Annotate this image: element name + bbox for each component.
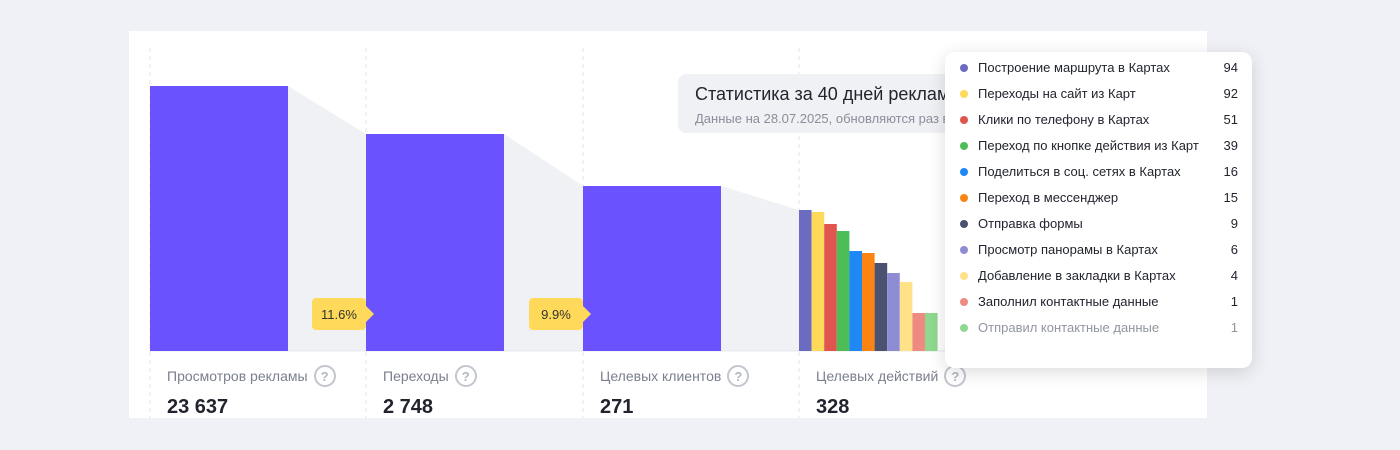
metric-label: Просмотров рекламы xyxy=(167,368,308,384)
action-count: 4 xyxy=(1230,268,1238,283)
legend-dot-icon xyxy=(960,168,968,176)
action-row: Построение маршрута в Картах 94 xyxy=(960,59,1238,76)
action-row: Добавление в закладки в Картах 4 xyxy=(960,267,1238,284)
metric-label: Переходы xyxy=(383,368,449,384)
action-bar xyxy=(912,313,925,351)
funnel-connector xyxy=(721,186,799,351)
metric-value: 328 xyxy=(816,396,850,418)
action-row: Переходы на сайт из Карт 92 xyxy=(960,85,1238,102)
metric-value: 2 748 xyxy=(383,396,434,418)
action-bar xyxy=(925,313,938,351)
action-row: Переход в мессенджер 15 xyxy=(960,189,1238,206)
stats-info-box: Статистика за 40 дней рекламы Данные на … xyxy=(678,74,978,133)
action-label: Отправил контактные данные xyxy=(978,320,1160,335)
action-row: Переход по кнопке действия из Карт 39 xyxy=(960,137,1238,154)
legend-dot-icon xyxy=(960,64,968,72)
help-icon[interactable]: ? xyxy=(454,365,477,387)
legend-dot-icon xyxy=(960,142,968,150)
action-label: Заполнил контактные данные xyxy=(978,294,1159,309)
funnel-connector xyxy=(504,134,583,351)
stats-subtitle: Данные на 28.07.2025, обновляются раз в xyxy=(695,111,950,126)
action-bar xyxy=(899,282,913,351)
action-count: 39 xyxy=(1223,138,1238,153)
metric-value: 23 637 xyxy=(167,396,229,418)
conversion-badge: 11.6% xyxy=(312,298,374,330)
action-count: 92 xyxy=(1223,86,1238,101)
action-row: Поделиться в соц. сетях в Картах 16 xyxy=(960,163,1238,180)
metric-value: 271 xyxy=(600,396,634,418)
action-label: Клики по телефону в Картах xyxy=(978,112,1150,127)
metric-label: Целевых клиентов xyxy=(600,368,722,384)
legend-dot-icon xyxy=(960,298,968,306)
help-icon[interactable]: ? xyxy=(313,365,336,387)
legend-dot-icon xyxy=(960,246,968,254)
actions-popover: Построение маршрута в Картах 94 Переходы н… xyxy=(945,52,1252,368)
action-count: 15 xyxy=(1223,190,1238,205)
conversion-badge: 9.9% xyxy=(529,298,591,330)
action-bar xyxy=(836,231,850,351)
legend-dot-icon xyxy=(960,90,968,98)
action-row: Клики по телефону в Картах 51 xyxy=(960,111,1238,128)
action-bar xyxy=(811,212,825,351)
action-row: Просмотр панорамы в Картах 6 xyxy=(960,241,1238,258)
help-icon[interactable]: ? xyxy=(727,365,750,387)
metric-label: Целевых действий xyxy=(816,368,939,384)
action-bar xyxy=(824,224,837,351)
action-label: Поделиться в соц. сетях в Картах xyxy=(978,164,1181,179)
action-count: 16 xyxy=(1223,164,1238,179)
action-bar xyxy=(799,210,812,351)
action-row: Отправил контактные данные 1 xyxy=(960,319,1238,336)
action-label: Добавление в закладки в Картах xyxy=(978,268,1176,283)
action-count: 9 xyxy=(1230,216,1238,231)
legend-dot-icon xyxy=(960,116,968,124)
help-icon[interactable]: ? xyxy=(944,365,967,387)
metric-views: Просмотров рекламы? 23 637 xyxy=(167,365,367,419)
action-label: Построение маршрута в Картах xyxy=(978,60,1170,75)
action-count: 1 xyxy=(1230,294,1238,309)
action-count: 94 xyxy=(1223,60,1238,75)
action-count: 1 xyxy=(1230,320,1238,335)
funnel-bar xyxy=(150,86,288,351)
funnel-bar xyxy=(366,134,504,351)
legend-dot-icon xyxy=(960,272,968,280)
metric-clicks: Переходы? 2 748 xyxy=(383,365,583,419)
funnel-bar xyxy=(583,186,721,351)
action-label: Переход в мессенджер xyxy=(978,190,1119,205)
action-count: 6 xyxy=(1230,242,1238,257)
action-bar xyxy=(887,273,900,351)
action-row: Отправка формы 9 xyxy=(960,215,1238,232)
action-bar xyxy=(849,251,862,351)
metric-target-clients: Целевых клиентов? 271 xyxy=(600,365,800,419)
legend-dot-icon xyxy=(960,194,968,202)
action-row: Заполнил контактные данные 1 xyxy=(960,293,1238,310)
action-label: Отправка формы xyxy=(978,216,1083,231)
action-bar xyxy=(874,263,888,351)
funnel-connector xyxy=(288,86,366,351)
action-bar xyxy=(862,253,875,351)
action-label: Переходы на сайт из Карт xyxy=(978,86,1136,101)
stats-title: Статистика за 40 дней рекламы xyxy=(695,84,963,104)
legend-dot-icon xyxy=(960,324,968,332)
action-label: Переход по кнопке действия из Карт xyxy=(978,138,1199,153)
legend-dot-icon xyxy=(960,220,968,228)
action-count: 51 xyxy=(1223,112,1238,127)
metric-target-actions: Целевых действий? 328 xyxy=(816,365,1016,419)
action-label: Просмотр панорамы в Картах xyxy=(978,242,1158,257)
